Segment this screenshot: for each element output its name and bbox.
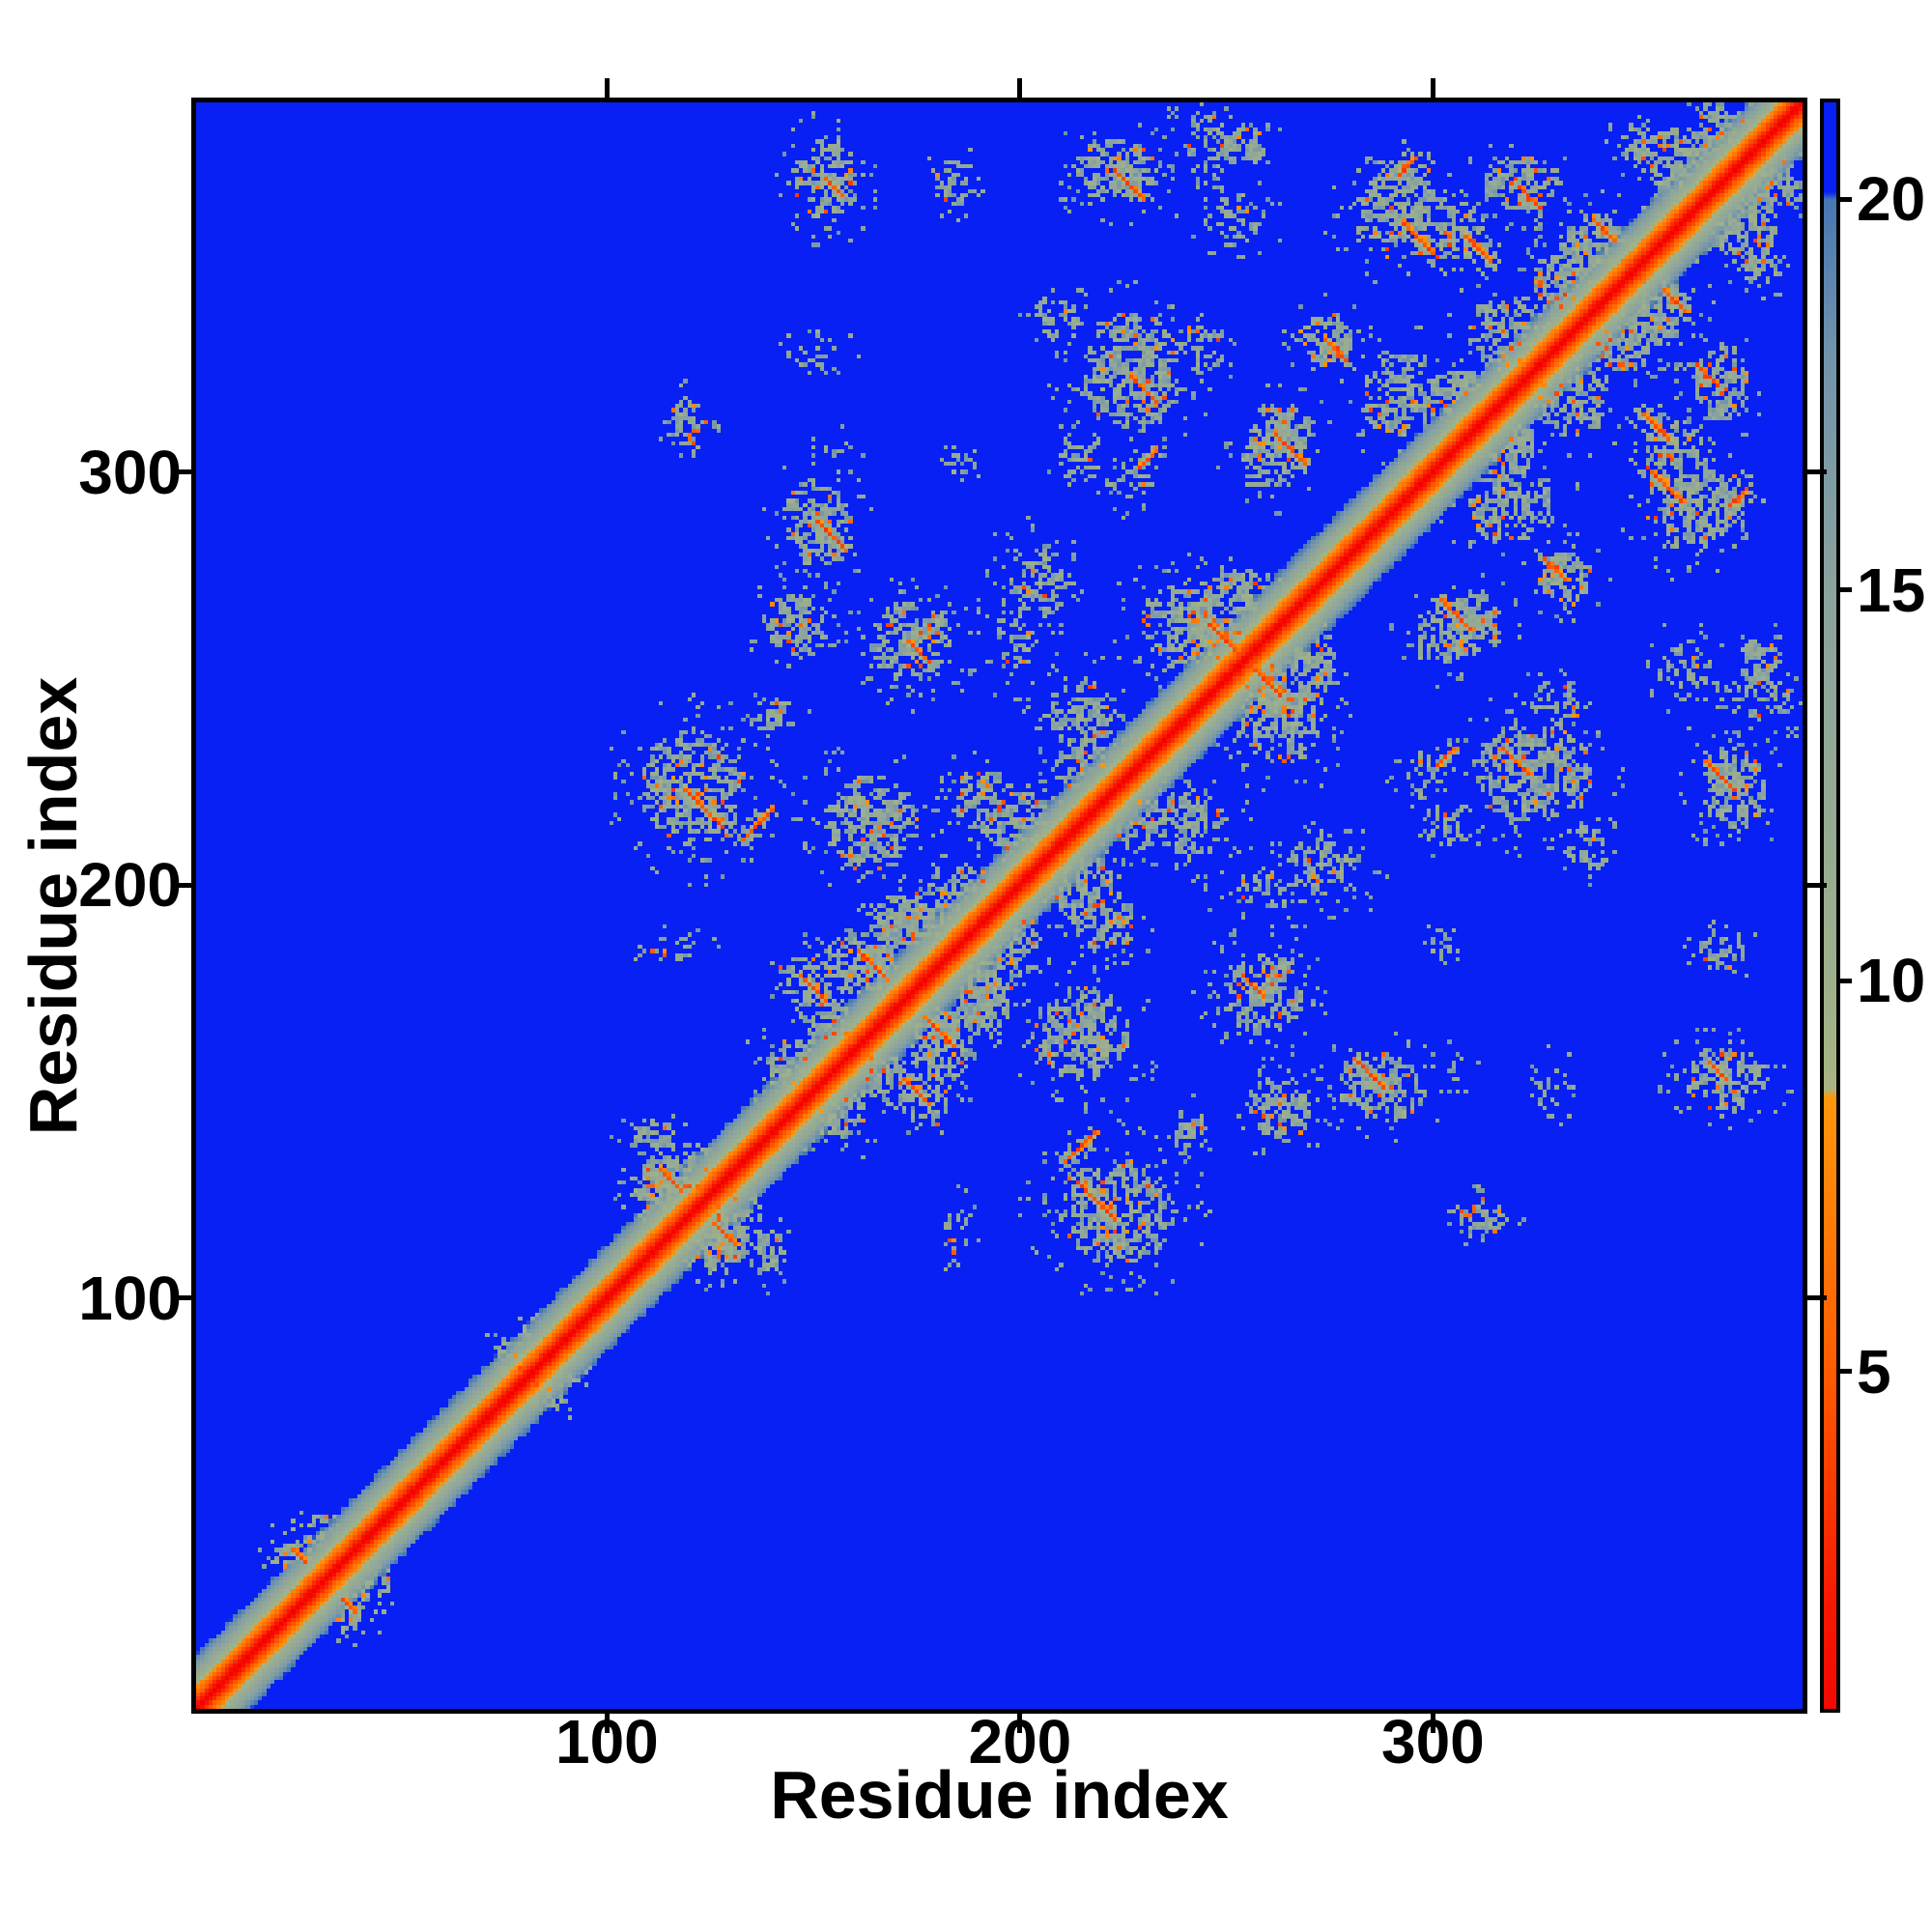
axis-tick: [1430, 78, 1435, 98]
axis-tick: [1017, 1714, 1023, 1733]
axis-tick: [1807, 469, 1827, 475]
axis-tick: [172, 1295, 191, 1301]
colorbar-tick-label-2: 10: [1857, 946, 1926, 1016]
y-tick-label-0: 300: [78, 437, 182, 507]
colorbar-tick-label-1: 15: [1857, 554, 1926, 625]
axis-tick: [172, 469, 191, 475]
axis-tick: [1807, 882, 1827, 888]
axis-tick: [604, 1714, 610, 1733]
axis-tick: [1840, 1369, 1852, 1375]
y-tick-label-1: 200: [78, 850, 182, 921]
axis-tick: [1840, 196, 1852, 202]
axis-tick: [1017, 78, 1023, 98]
axis-tick: [172, 882, 191, 888]
distance-map-canvas: [196, 102, 1803, 1709]
axis-tick: [604, 78, 610, 98]
y-tick-label-2: 100: [78, 1263, 182, 1333]
colorbar-tick-label-3: 5: [1857, 1336, 1891, 1406]
colorbar-tick-label-0: 20: [1857, 164, 1926, 235]
colorbar-gradient: [1824, 102, 1836, 1709]
axis-tick: [1807, 1295, 1827, 1301]
y-axis-title: Residue index: [15, 676, 91, 1135]
x-tick-label-1: 200: [968, 1707, 1072, 1776]
axis-tick: [1430, 1714, 1435, 1733]
axis-tick: [1840, 978, 1852, 983]
x-tick-label-2: 300: [1380, 1707, 1485, 1776]
axis-tick: [1840, 587, 1852, 593]
x-tick-label-0: 100: [554, 1707, 659, 1776]
x-axis-title: Residue index: [770, 1757, 1229, 1833]
